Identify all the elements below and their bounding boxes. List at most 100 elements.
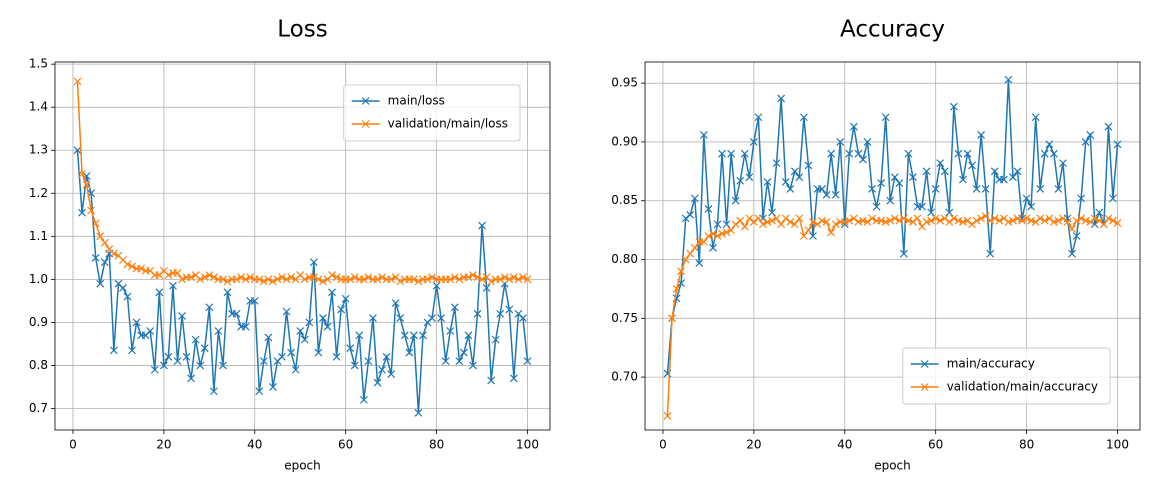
point-marker [868, 214, 876, 223]
point-marker [1045, 140, 1054, 149]
point-marker [319, 277, 327, 286]
point-marker [859, 216, 867, 225]
point-marker [487, 277, 496, 286]
point-marker [473, 273, 482, 282]
point-marker [886, 196, 895, 205]
point-marker [809, 232, 817, 240]
point-marker [341, 294, 350, 303]
point-marker [931, 185, 940, 193]
legend-box [902, 347, 1111, 405]
point-marker [949, 102, 958, 111]
point-marker [300, 275, 309, 284]
point-marker [446, 275, 455, 284]
x-tick-label: 20 [156, 438, 171, 452]
point-marker [246, 273, 255, 282]
point-marker [1068, 225, 1076, 233]
point-marker [187, 273, 196, 282]
point-marker [677, 267, 686, 276]
legend-marker [361, 120, 370, 128]
point-marker [1072, 232, 1081, 240]
point-marker [1013, 167, 1022, 176]
legend-marker [920, 360, 929, 368]
point-marker [922, 167, 931, 176]
point-marker [1090, 220, 1099, 229]
point-marker [795, 214, 804, 223]
point-marker [350, 361, 359, 370]
point-marker [759, 220, 767, 229]
point-marker [1104, 122, 1113, 131]
point-marker [473, 309, 482, 318]
point-marker [781, 177, 790, 186]
point-marker [414, 277, 423, 286]
point-marker [278, 352, 286, 361]
point-marker [1090, 214, 1099, 223]
point-marker [496, 275, 505, 284]
point-marker [91, 219, 100, 228]
point-marker [91, 253, 100, 262]
point-marker [1018, 216, 1026, 225]
legend-box [343, 84, 521, 142]
point-marker [178, 275, 186, 284]
point-marker [1081, 138, 1090, 146]
y-tick-label: 0.8 [29, 358, 48, 372]
point-marker [963, 216, 972, 225]
point-marker [314, 275, 323, 284]
point-marker [137, 264, 146, 273]
point-marker [505, 275, 514, 284]
point-marker [355, 331, 364, 340]
point-marker [1040, 216, 1049, 225]
point-marker [1077, 214, 1086, 223]
point-marker [786, 217, 795, 226]
point-marker [464, 273, 473, 282]
y-tick-label: 0.90 [611, 134, 638, 148]
point-marker [496, 309, 505, 318]
point-marker [514, 275, 523, 284]
point-marker [469, 271, 477, 279]
point-marker [396, 277, 405, 286]
point-marker [918, 202, 926, 211]
point-marker [264, 333, 273, 342]
point-marker [1113, 219, 1122, 227]
point-marker [699, 130, 708, 139]
point-marker [169, 281, 177, 290]
point-marker [437, 314, 446, 323]
point-marker [132, 318, 141, 327]
point-marker [1049, 217, 1058, 226]
point-marker [1009, 216, 1017, 225]
point-marker [913, 214, 922, 223]
point-marker [968, 220, 976, 229]
point-marker [986, 249, 995, 258]
point-marker [187, 374, 196, 383]
point-marker [396, 314, 405, 323]
point-marker [305, 318, 314, 327]
point-marker [849, 214, 858, 223]
point-marker [718, 149, 726, 158]
point-marker [196, 361, 205, 370]
point-marker [291, 365, 300, 374]
point-marker [523, 275, 532, 284]
point-marker [681, 214, 690, 223]
point-marker [359, 395, 368, 404]
point-marker [428, 273, 436, 282]
point-marker [150, 365, 159, 374]
point-marker [772, 159, 781, 168]
point-marker [713, 232, 722, 240]
point-marker [359, 275, 368, 284]
point-marker [319, 314, 327, 323]
point-marker [868, 185, 876, 193]
legend-label: main/loss [388, 94, 445, 108]
point-marker [854, 149, 863, 158]
point-marker [487, 376, 496, 385]
x-tick-label: 80 [1019, 438, 1034, 452]
point-marker [373, 378, 382, 387]
point-marker [840, 217, 849, 226]
point-marker [890, 214, 899, 223]
point-marker [96, 279, 105, 288]
point-marker [364, 357, 373, 366]
point-marker [895, 179, 904, 188]
point-marker [904, 216, 913, 225]
point-marker [768, 216, 776, 225]
point-marker [863, 138, 872, 146]
point-marker [264, 275, 273, 284]
y-tick-label: 0.95 [611, 76, 638, 90]
